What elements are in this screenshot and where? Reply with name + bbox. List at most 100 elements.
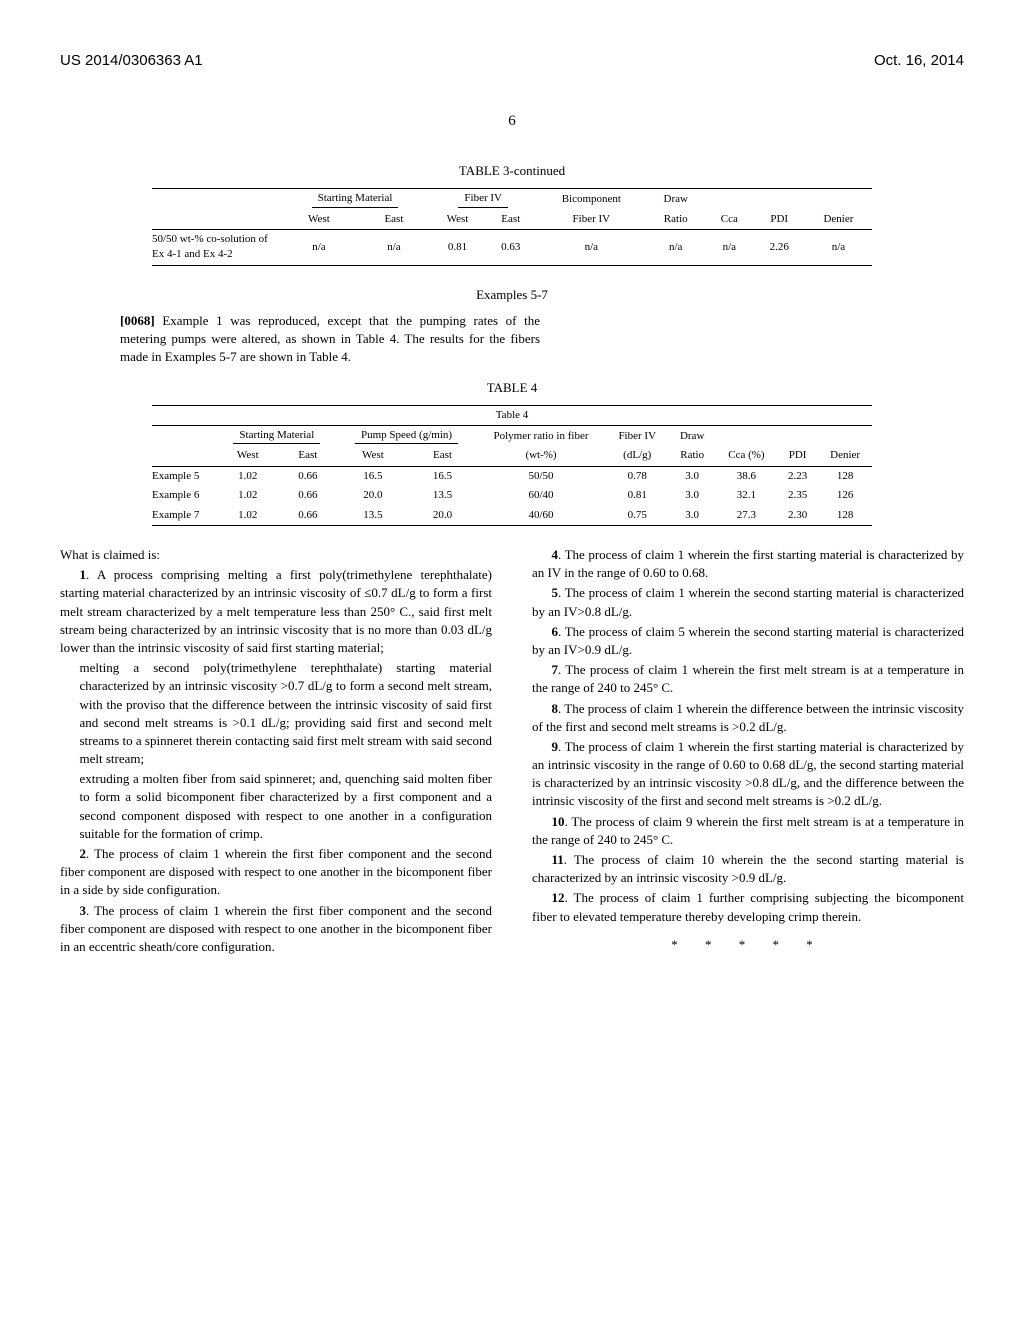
claim-1: 1. A process comprising melting a first …	[60, 566, 492, 657]
claim-4: 4. The process of claim 1 wherein the fi…	[532, 546, 964, 582]
para-num: [0068]	[120, 313, 155, 328]
t3-v8: n/a	[805, 229, 872, 265]
left-column: What is claimed is: 1. A process compris…	[60, 546, 492, 958]
claim-9: 9. The process of claim 1 wherein the fi…	[532, 738, 964, 811]
claim-5-text: . The process of claim 1 wherein the sec…	[532, 585, 964, 618]
t3-sh-6: Cca	[705, 210, 753, 230]
t4-h-sm: Starting Material	[239, 429, 314, 441]
t3-sh-5: Ratio	[646, 210, 705, 230]
examples-heading: Examples 5-7	[60, 286, 964, 304]
claim-1-text: . A process comprising melting a first p…	[60, 567, 492, 655]
t4-sh-1: East	[279, 446, 337, 466]
page-number: 6	[60, 111, 964, 132]
claim-2-text: . The process of claim 1 wherein the fir…	[60, 846, 492, 897]
t4-r2-3: 20.0	[409, 506, 476, 526]
t3-v1: n/a	[358, 229, 430, 265]
right-column: 4. The process of claim 1 wherein the fi…	[532, 546, 964, 958]
table4-title: TABLE 4	[60, 379, 964, 397]
t4-h-draw: Draw	[669, 426, 716, 447]
t4-r0-3: 16.5	[409, 466, 476, 486]
t4-r2-0: 1.02	[217, 506, 279, 526]
t3-sh-1: East	[358, 210, 430, 230]
t3-sh-7: PDI	[754, 210, 805, 230]
t3-h-sm: Starting Material	[318, 192, 393, 204]
t4-r0-2: 16.5	[337, 466, 409, 486]
t4-r1-0: 1.02	[217, 486, 279, 505]
t3-sh-8: Denier	[805, 210, 872, 230]
t4-sh-4: (wt-%)	[476, 446, 606, 466]
t4-sh-6: Ratio	[669, 446, 716, 466]
t4-r1-9: 126	[818, 486, 872, 505]
t4-r0-4: 50/50	[476, 466, 606, 486]
t4-r2-2: 13.5	[337, 506, 409, 526]
t3-v3: 0.63	[485, 229, 536, 265]
t4-r2-l: Example 7	[152, 506, 217, 526]
claim-11-text: . The process of claim 10 wherein the th…	[532, 852, 964, 885]
t4-sh-5: (dL/g)	[606, 446, 669, 466]
t4-r0-l: Example 5	[152, 466, 217, 486]
table4: Table 4 Starting Material Pump Speed (g/…	[152, 405, 872, 526]
t4-r1-2: 20.0	[337, 486, 409, 505]
t4-r1-7: 32.1	[716, 486, 777, 505]
t4-r0-5: 0.78	[606, 466, 669, 486]
t4-r2-9: 128	[818, 506, 872, 526]
table3-title: TABLE 3-continued	[60, 162, 964, 180]
t4-subtitle: Table 4	[152, 405, 872, 425]
t4-r0-0: 1.02	[217, 466, 279, 486]
t3-sh-3: East	[485, 210, 536, 230]
claim-7: 7. The process of claim 1 wherein the fi…	[532, 661, 964, 697]
claim-10-num: 10	[552, 814, 565, 829]
t4-sh-3: East	[409, 446, 476, 466]
t3-v5: n/a	[646, 229, 705, 265]
t4-r0-9: 128	[818, 466, 872, 486]
t4-sh-2: West	[337, 446, 409, 466]
t3-v0: n/a	[280, 229, 358, 265]
claim-8: 8. The process of claim 1 wherein the di…	[532, 700, 964, 736]
claim-6-text: . The process of claim 5 wherein the sec…	[532, 624, 964, 657]
t3-h-fiv: Fiber IV	[464, 192, 502, 204]
claims-columns: What is claimed is: 1. A process compris…	[60, 546, 964, 958]
claims-intro: What is claimed is:	[60, 546, 492, 564]
t4-r1-l: Example 6	[152, 486, 217, 505]
claim-4-text: . The process of claim 1 wherein the fir…	[532, 547, 964, 580]
claim-8-text: . The process of claim 1 wherein the dif…	[532, 701, 964, 734]
claim-1-sub-b: extruding a molten fiber from said spinn…	[80, 770, 493, 843]
t4-r0-8: 2.23	[777, 466, 818, 486]
t4-r1-8: 2.35	[777, 486, 818, 505]
t4-sh-0: West	[217, 446, 279, 466]
claim-7-text: . The process of claim 1 wherein the fir…	[532, 662, 964, 695]
t4-r2-1: 0.66	[279, 506, 337, 526]
claim-10: 10. The process of claim 9 wherein the f…	[532, 813, 964, 849]
t3-h-bic: Bicomponent	[536, 189, 646, 210]
claim-9-text: . The process of claim 1 wherein the fir…	[532, 739, 964, 809]
t3-v6: n/a	[705, 229, 753, 265]
t4-r1-5: 0.81	[606, 486, 669, 505]
t3-sh-2: West	[430, 210, 485, 230]
t4-r2-4: 40/60	[476, 506, 606, 526]
t4-sh-8: PDI	[777, 446, 818, 466]
claim-6: 6. The process of claim 5 wherein the se…	[532, 623, 964, 659]
t4-r1-6: 3.0	[669, 486, 716, 505]
t4-r1-1: 0.66	[279, 486, 337, 505]
claim-2: 2. The process of claim 1 wherein the fi…	[60, 845, 492, 900]
t3-h-draw: Draw	[646, 189, 705, 210]
t4-r1-3: 13.5	[409, 486, 476, 505]
paragraph-0068: [0068] Example 1 was reproduced, except …	[120, 312, 540, 367]
claim-12-text: . The process of claim 1 further compris…	[532, 890, 964, 923]
claim-10-text: . The process of claim 9 wherein the fir…	[532, 814, 964, 847]
t3-row-label: 50/50 wt-% co-solution of Ex 4-1 and Ex …	[152, 229, 280, 265]
page-header: US 2014/0306363 A1 Oct. 16, 2014	[60, 50, 964, 71]
para-text: Example 1 was reproduced, except that th…	[120, 313, 540, 364]
t4-h-ps: Pump Speed (g/min)	[361, 429, 452, 441]
t4-h-pr: Polymer ratio in fiber	[476, 426, 606, 447]
t4-r0-7: 38.6	[716, 466, 777, 486]
t3-v4: n/a	[536, 229, 646, 265]
table3: Starting Material Fiber IV Bicomponent D…	[152, 188, 872, 266]
claim-1-sub-a: melting a second poly(trimethylene terep…	[80, 659, 493, 768]
t3-v2: 0.81	[430, 229, 485, 265]
claim-3: 3. The process of claim 1 wherein the fi…	[60, 902, 492, 957]
t4-r2-5: 0.75	[606, 506, 669, 526]
t3-sh-0: West	[280, 210, 358, 230]
end-stars: * * * * *	[532, 936, 964, 954]
claim-12: 12. The process of claim 1 further compr…	[532, 889, 964, 925]
